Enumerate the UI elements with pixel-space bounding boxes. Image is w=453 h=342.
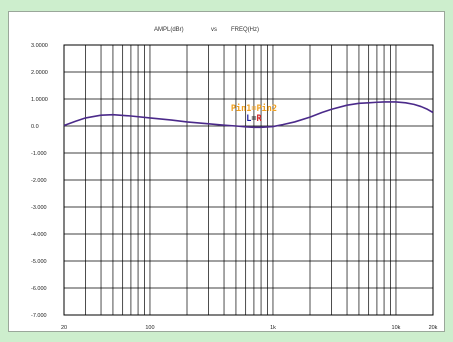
y-tick-label: 3.0000 — [31, 43, 48, 49]
tick-labels: 3.0000 2.0000 1.0000 0.0 -1.000 -2.000 -3.000 -… — [31, 43, 438, 331]
chart-frame: 3.0000 2.0000 1.0000 0.0 -1.000 -2.000 -3.000 -… — [8, 11, 445, 332]
y-tick-label: -5.000 — [31, 259, 47, 265]
y-tick-label: -2.000 — [31, 178, 47, 184]
series-layer — [63, 101, 434, 129]
y-tick-label: 0.0 — [31, 124, 39, 130]
annotation-left-channel: L — [246, 114, 251, 124]
y-tick-label: -3.000 — [31, 205, 47, 211]
x-tick-label: 100 — [145, 325, 154, 331]
y-tick-label: -4.000 — [31, 232, 47, 238]
y-tick-label: 1.0000 — [31, 97, 48, 103]
annotation-right-channel: R — [256, 114, 262, 124]
title-vs: vs — [211, 27, 217, 33]
annotation-equals: = — [251, 114, 256, 124]
title-y-quantity: AMPL(dBr) — [154, 27, 184, 33]
annotation-channel-equality: L=R — [246, 114, 262, 124]
plot-border — [63, 44, 434, 316]
y-tick-label: -1.000 — [31, 151, 47, 157]
chart-svg: 3.0000 2.0000 1.0000 0.0 -1.000 -2.000 -3.000 -… — [31, 27, 438, 331]
grid — [63, 44, 434, 316]
y-tick-label: -6.000 — [31, 286, 47, 292]
x-tick-label: 1k — [270, 325, 276, 331]
x-tick-label: 10k — [392, 325, 401, 331]
annotation-pin-equality: Pin1=Pin2 — [231, 103, 277, 114]
y-tick-label: -7.000 — [31, 313, 47, 319]
x-tick-label: 20k — [429, 325, 438, 331]
title-x-quantity: FREQ(Hz) — [231, 27, 259, 33]
series-line — [63, 101, 434, 129]
x-tick-label: 20 — [61, 325, 67, 331]
y-tick-label: 2.0000 — [31, 70, 48, 76]
